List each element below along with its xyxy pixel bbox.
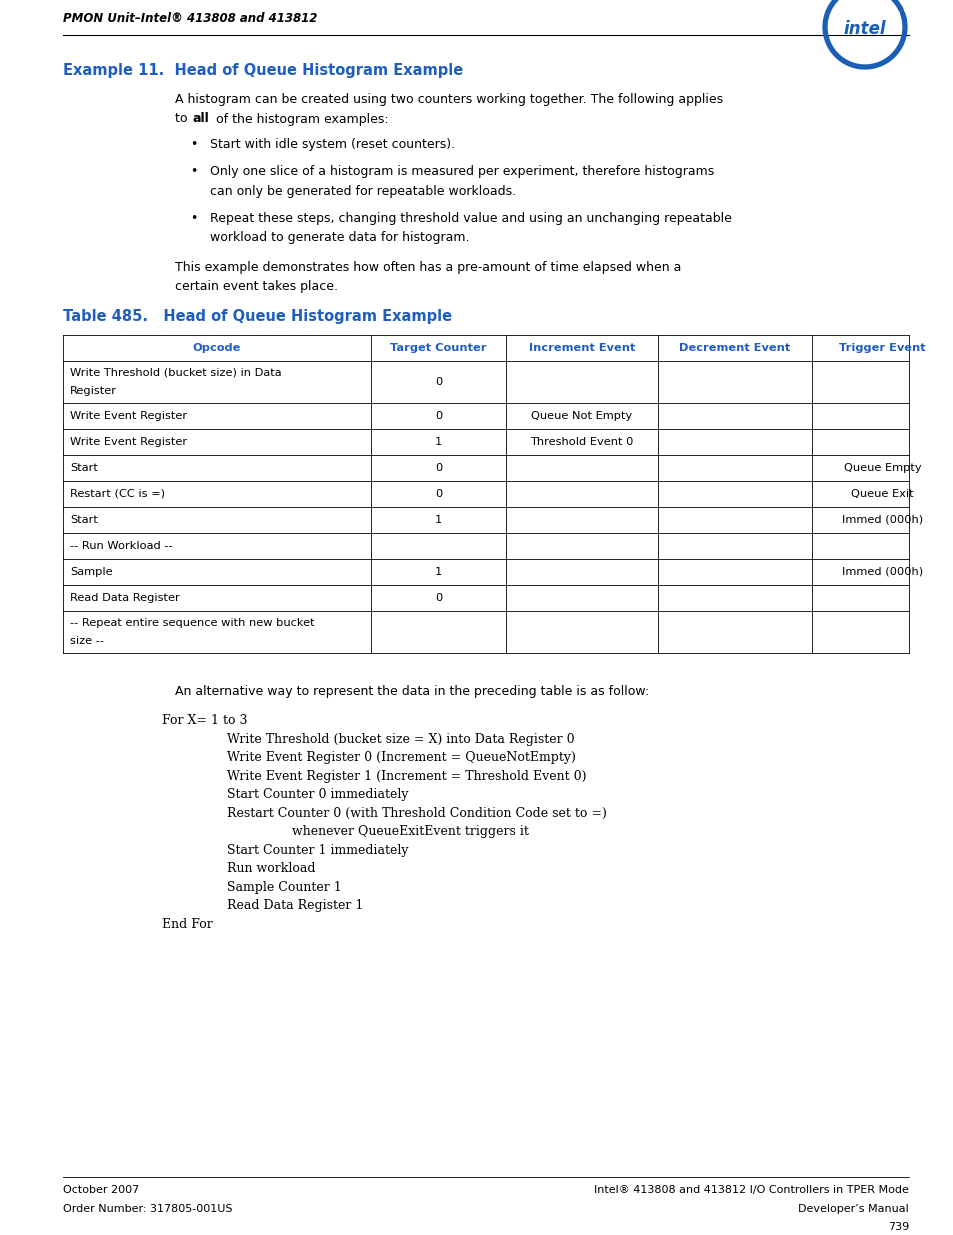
Text: Threshold Event 0: Threshold Event 0 bbox=[530, 437, 633, 447]
Text: Developer’s Manual: Developer’s Manual bbox=[798, 1203, 908, 1214]
Text: Example 11.  Head of Queue Histogram Example: Example 11. Head of Queue Histogram Exam… bbox=[63, 63, 463, 78]
Text: Immed (000h): Immed (000h) bbox=[841, 567, 923, 577]
Text: Increment Event: Increment Event bbox=[528, 343, 635, 353]
Text: Queue Exit: Queue Exit bbox=[850, 489, 913, 499]
Text: workload to generate data for histogram.: workload to generate data for histogram. bbox=[210, 231, 469, 245]
Text: 0: 0 bbox=[435, 411, 442, 421]
Text: Write Event Register 1 (Increment = Threshold Event 0): Write Event Register 1 (Increment = Thre… bbox=[227, 769, 586, 783]
Text: Sample: Sample bbox=[70, 567, 112, 577]
Text: Intel® 413808 and 413812 I/O Controllers in TPER Mode: Intel® 413808 and 413812 I/O Controllers… bbox=[594, 1186, 908, 1195]
Text: 1: 1 bbox=[435, 567, 442, 577]
Text: Restart Counter 0 (with Threshold Condition Code set to =): Restart Counter 0 (with Threshold Condit… bbox=[227, 806, 606, 820]
Text: Decrement Event: Decrement Event bbox=[679, 343, 790, 353]
Text: October 2007: October 2007 bbox=[63, 1186, 139, 1195]
Text: whenever QueueExitEvent triggers it: whenever QueueExitEvent triggers it bbox=[292, 825, 528, 839]
Text: Start: Start bbox=[70, 463, 98, 473]
Text: This example demonstrates how often has a pre-amount of time elapsed when a: This example demonstrates how often has … bbox=[174, 261, 680, 274]
Text: to: to bbox=[174, 112, 192, 126]
Text: 1: 1 bbox=[435, 515, 442, 525]
Text: Write Threshold (bucket size = X) into Data Register 0: Write Threshold (bucket size = X) into D… bbox=[227, 732, 574, 746]
Text: Restart (CC is =): Restart (CC is =) bbox=[70, 489, 165, 499]
Text: 1: 1 bbox=[435, 437, 442, 447]
Text: End For: End For bbox=[162, 918, 213, 930]
Text: can only be generated for repeatable workloads.: can only be generated for repeatable wor… bbox=[210, 185, 516, 198]
Text: 0: 0 bbox=[435, 377, 442, 387]
Text: Write Event Register 0 (Increment = QueueNotEmpty): Write Event Register 0 (Increment = Queu… bbox=[227, 751, 576, 764]
Text: Write Event Register: Write Event Register bbox=[70, 437, 187, 447]
Text: Queue Not Empty: Queue Not Empty bbox=[531, 411, 632, 421]
Text: Trigger Event: Trigger Event bbox=[839, 343, 925, 353]
Text: Sample Counter 1: Sample Counter 1 bbox=[227, 881, 341, 894]
Text: Start Counter 1 immediately: Start Counter 1 immediately bbox=[227, 844, 408, 857]
Text: Write Threshold (bucket size) in Data: Write Threshold (bucket size) in Data bbox=[70, 368, 281, 378]
Text: all: all bbox=[193, 112, 209, 126]
Text: Start: Start bbox=[70, 515, 98, 525]
Text: Repeat these steps, changing threshold value and using an unchanging repeatable: Repeat these steps, changing threshold v… bbox=[210, 212, 731, 225]
Text: Register: Register bbox=[70, 387, 117, 396]
Text: Run workload: Run workload bbox=[227, 862, 315, 876]
Text: For X= 1 to 3: For X= 1 to 3 bbox=[162, 714, 247, 727]
Text: Immed (000h): Immed (000h) bbox=[841, 515, 923, 525]
Text: An alternative way to represent the data in the preceding table is as follow:: An alternative way to represent the data… bbox=[174, 684, 649, 698]
Text: 0: 0 bbox=[435, 489, 442, 499]
Text: Read Data Register 1: Read Data Register 1 bbox=[227, 899, 363, 913]
Text: Table 485.   Head of Queue Histogram Example: Table 485. Head of Queue Histogram Examp… bbox=[63, 310, 452, 325]
Text: Queue Empty: Queue Empty bbox=[842, 463, 921, 473]
Text: Start with idle system (reset counters).: Start with idle system (reset counters). bbox=[210, 138, 455, 151]
Text: A histogram can be created using two counters working together. The following ap: A histogram can be created using two cou… bbox=[174, 93, 722, 106]
Text: 0: 0 bbox=[435, 593, 442, 603]
Text: Opcode: Opcode bbox=[193, 343, 241, 353]
Text: •: • bbox=[190, 212, 197, 225]
Text: Write Event Register: Write Event Register bbox=[70, 411, 187, 421]
Text: of the histogram examples:: of the histogram examples: bbox=[212, 112, 388, 126]
Text: 739: 739 bbox=[887, 1221, 908, 1233]
Text: 0: 0 bbox=[435, 463, 442, 473]
Text: Read Data Register: Read Data Register bbox=[70, 593, 179, 603]
Text: Order Number: 317805-001US: Order Number: 317805-001US bbox=[63, 1203, 233, 1214]
Text: Only one slice of a histogram is measured per experiment, therefore histograms: Only one slice of a histogram is measure… bbox=[210, 165, 714, 178]
Text: intel: intel bbox=[842, 20, 885, 38]
Text: •: • bbox=[190, 165, 197, 178]
Text: PMON Unit–Intel® 413808 and 413812: PMON Unit–Intel® 413808 and 413812 bbox=[63, 12, 317, 25]
Text: -- Run Workload --: -- Run Workload -- bbox=[70, 541, 172, 551]
Text: Start Counter 0 immediately: Start Counter 0 immediately bbox=[227, 788, 408, 802]
Text: Target Counter: Target Counter bbox=[390, 343, 486, 353]
Text: •: • bbox=[190, 138, 197, 151]
Text: certain event takes place.: certain event takes place. bbox=[174, 280, 337, 293]
Text: -- Repeat entire sequence with new bucket: -- Repeat entire sequence with new bucke… bbox=[70, 618, 314, 627]
Text: size --: size -- bbox=[70, 636, 104, 646]
